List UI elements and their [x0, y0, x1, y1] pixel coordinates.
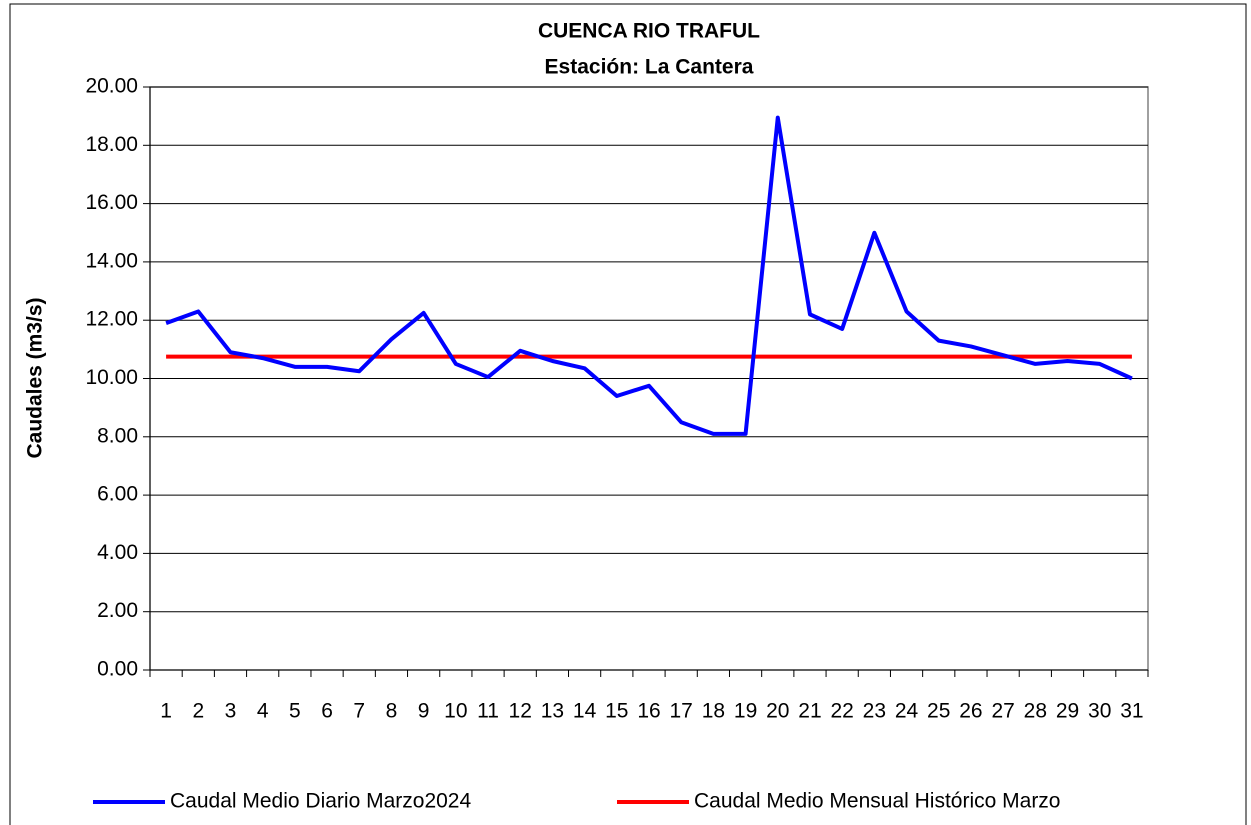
x-tick-label: 11 [477, 700, 499, 723]
x-tick-label: 19 [734, 700, 757, 723]
x-tick-label: 18 [702, 700, 725, 723]
x-tick-label: 21 [798, 700, 821, 723]
y-tick-label: 14.00 [85, 249, 138, 272]
x-tick-label: 1 [160, 700, 172, 723]
y-tick-label: 18.00 [85, 133, 138, 156]
y-tick-label: 16.00 [85, 191, 138, 214]
y-tick-label: 10.00 [85, 366, 138, 389]
x-tick-label: 20 [766, 700, 789, 723]
y-tick-label: 8.00 [97, 424, 138, 447]
x-tick-label: 17 [670, 700, 693, 723]
y-tick-label: 4.00 [97, 541, 138, 564]
x-tick-label: 7 [353, 700, 365, 723]
chart-title: CUENCA RIO TRAFUL [538, 20, 760, 43]
x-tick-label: 27 [991, 700, 1014, 723]
x-tick-label: 30 [1088, 700, 1111, 723]
y-tick-label: 20.00 [85, 75, 138, 98]
x-tick-label: 29 [1056, 700, 1079, 723]
x-tick-label: 10 [444, 700, 467, 723]
y-tick-label: 6.00 [97, 483, 138, 506]
x-tick-label: 25 [927, 700, 950, 723]
x-tick-label: 13 [541, 700, 564, 723]
x-tick-label: 22 [830, 700, 853, 723]
x-tick-label: 5 [289, 700, 301, 723]
x-tick-label: 28 [1024, 700, 1047, 723]
x-tick-label: 2 [192, 700, 204, 723]
x-tick-label: 31 [1120, 700, 1143, 723]
y-tick-label: 0.00 [97, 658, 138, 681]
x-tick-label: 3 [225, 700, 237, 723]
x-tick-label: 16 [637, 700, 660, 723]
y-tick-label: 12.00 [85, 308, 138, 331]
legend-label: Caudal Medio Diario Marzo2024 [170, 790, 471, 813]
x-tick-label: 8 [386, 700, 398, 723]
chart-subtitle: Estación: La Cantera [545, 56, 754, 79]
x-tick-label: 4 [257, 700, 269, 723]
x-tick-label: 26 [959, 700, 982, 723]
x-tick-label: 24 [895, 700, 919, 723]
x-tick-label: 14 [573, 700, 597, 723]
x-tick-label: 6 [321, 700, 333, 723]
x-tick-label: 12 [509, 700, 532, 723]
y-axis-label: Caudales (m3/s) [24, 297, 47, 458]
x-tick-label: 23 [863, 700, 886, 723]
series-line [165, 115, 1133, 436]
x-tick-label: 9 [418, 700, 430, 723]
legend-label: Caudal Medio Mensual Histórico Marzo [694, 790, 1061, 813]
x-tick-label: 15 [605, 700, 628, 723]
y-tick-label: 2.00 [97, 599, 138, 622]
